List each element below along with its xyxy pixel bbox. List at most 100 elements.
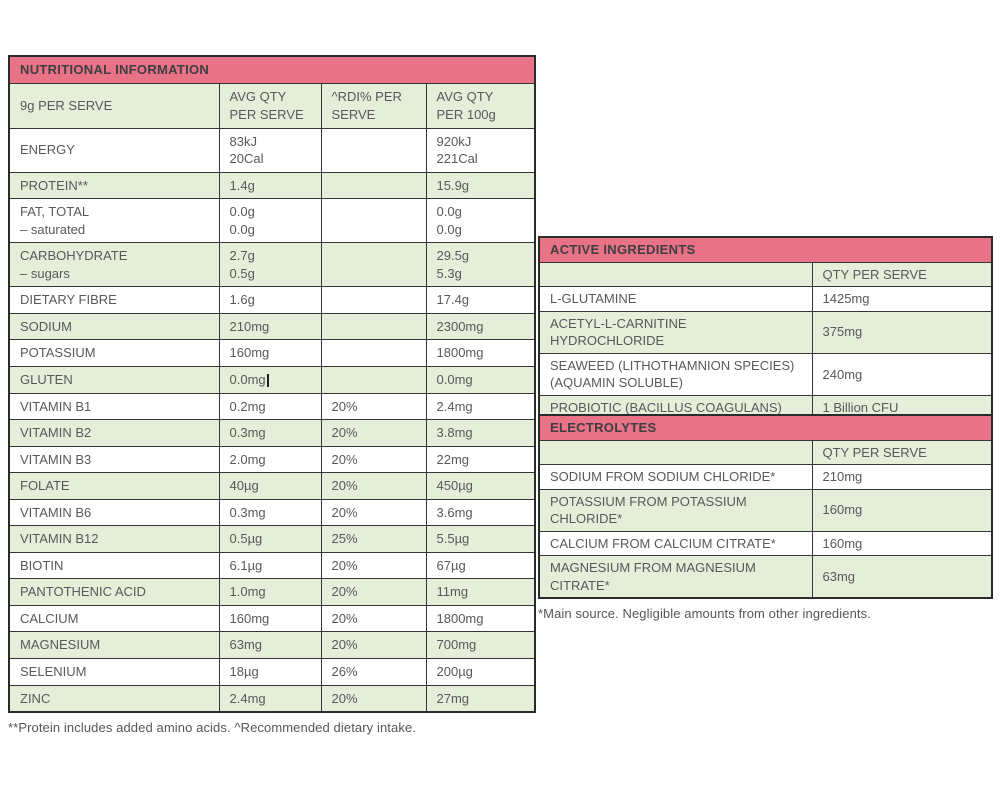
avg-qty-per-serve-cell: 0.0g 0.0g	[218, 198, 322, 244]
avg-qty-per-100g-cell: 3.6mg	[425, 498, 536, 527]
table-row: CARBOHYDRATE – sugars 2.7g 0.5g 29.5g 5.…	[8, 242, 536, 288]
column-header-row: QTY PER SERVE	[538, 261, 993, 288]
avg-qty-per-serve-cell: 1.6g	[218, 286, 322, 314]
nutrient-label-cell: DIETARY FIBRE	[8, 286, 220, 314]
nutrient-label-cell: CALCIUM	[8, 604, 220, 633]
ingredient-label-cell: L-GLUTAMINE	[538, 286, 813, 312]
avg-qty-per-serve-cell: 160mg	[218, 339, 322, 368]
table-row: VITAMIN B1 0.2mg 20% 2.4mg	[8, 392, 536, 421]
nutrient-label-cell: ZINC	[8, 684, 220, 713]
nutrient-label-cell: FAT, TOTAL – saturated	[8, 198, 220, 244]
avg-qty-per-serve-cell: 210mg	[218, 312, 322, 341]
qty-per-serve-cell: 160mg	[811, 488, 993, 532]
avg-qty-per-serve-cell: 0.0mg	[218, 366, 322, 394]
avg-qty-per-serve-cell: 40µg	[218, 472, 322, 500]
empty-header-cell	[538, 261, 813, 288]
table-row: MAGNESIUM FROM MAGNESIUM CITRATE* 63mg	[538, 555, 993, 599]
rdi-per-serve-cell: 25%	[320, 525, 427, 553]
avg-qty-per-serve-cell: 63mg	[218, 631, 322, 660]
nutritional-information-panel: NUTRITIONAL INFORMATION 9g PER SERVE AVG…	[8, 55, 536, 736]
qty-per-serve-cell: 63mg	[811, 555, 993, 599]
avg-qty-per-100g-cell: 700mg	[425, 631, 536, 660]
rdi-per-serve-cell: 20%	[320, 498, 427, 527]
table-row: SELENIUM 18µg 26% 200µg	[8, 658, 536, 686]
avg-qty-per-100g-cell: 15.9g	[425, 171, 536, 200]
rdi-per-serve-cell	[320, 242, 427, 288]
avg-qty-per-100g-cell: 3.8mg	[425, 419, 536, 447]
avg-qty-per-serve-cell: 18µg	[218, 658, 322, 686]
empty-header-cell	[538, 439, 813, 466]
table-row: VITAMIN B2 0.3mg 20% 3.8mg	[8, 419, 536, 447]
column-header-avg-qty-per-100g: AVG QTY PER 100g	[425, 82, 536, 129]
avg-qty-per-100g-cell: 200µg	[425, 658, 536, 686]
avg-qty-per-100g-cell: 450µg	[425, 472, 536, 500]
ingredient-label-cell: MAGNESIUM FROM MAGNESIUM CITRATE*	[538, 555, 813, 599]
avg-qty-per-100g-cell: 67µg	[425, 551, 536, 580]
nutrient-label-cell: SODIUM	[8, 312, 220, 341]
table-row: VITAMIN B12 0.5µg 25% 5.5µg	[8, 525, 536, 553]
rdi-per-serve-cell: 20%	[320, 578, 427, 606]
qty-per-serve-cell: 210mg	[811, 464, 993, 490]
avg-qty-per-100g-cell: 11mg	[425, 578, 536, 606]
avg-qty-per-100g-cell: 29.5g 5.3g	[425, 242, 536, 288]
qty-per-serve-cell: 375mg	[811, 310, 993, 354]
column-header-avg-qty-per-serve: AVG QTY PER SERVE	[218, 82, 322, 129]
ingredient-label-cell: POTASSIUM FROM POTASSIUM CHLORIDE*	[538, 488, 813, 532]
rdi-per-serve-cell: 20%	[320, 631, 427, 660]
rdi-per-serve-cell	[320, 127, 427, 173]
rdi-per-serve-cell: 26%	[320, 658, 427, 686]
avg-qty-per-serve-cell: 1.4g	[218, 171, 322, 200]
column-header-serving-basis: 9g PER SERVE	[8, 82, 220, 129]
active-ingredients-panel: ACTIVE INGREDIENTS QTY PER SERVE L-GLUTA…	[538, 236, 993, 422]
table-row: SODIUM 210mg 2300mg	[8, 312, 536, 341]
column-header-qty-per-serve: QTY PER SERVE	[811, 261, 993, 288]
avg-qty-per-100g-cell: 2.4mg	[425, 392, 536, 421]
nutrient-label-cell: PROTEIN**	[8, 171, 220, 200]
table-row: ZINC 2.4mg 20% 27mg	[8, 684, 536, 713]
ingredient-label-cell: SEAWEED (LITHOTHAMNION SPECIES) (AQUAMIN…	[538, 352, 813, 396]
table-row: POTASSIUM 160mg 1800mg	[8, 339, 536, 368]
electrolytes-table: ELECTROLYTES QTY PER SERVE SODIUM FROM S…	[538, 414, 994, 600]
rdi-per-serve-cell: 20%	[320, 604, 427, 633]
nutritional-information-table: NUTRITIONAL INFORMATION 9g PER SERVE AVG…	[8, 55, 536, 714]
nutrition-footnote: **Protein includes added amino acids. ^R…	[8, 720, 416, 736]
avg-qty-per-serve-cell: 83kJ 20Cal	[218, 127, 322, 173]
nutrient-label-cell: CARBOHYDRATE – sugars	[8, 242, 220, 288]
nutrient-label-cell: VITAMIN B6	[8, 498, 220, 527]
table-row: VITAMIN B6 0.3mg 20% 3.6mg	[8, 498, 536, 527]
rdi-per-serve-cell	[320, 171, 427, 200]
nutrient-label-cell: VITAMIN B2	[8, 419, 220, 447]
table-row: PANTOTHENIC ACID 1.0mg 20% 11mg	[8, 578, 536, 606]
column-header-qty-per-serve: QTY PER SERVE	[811, 439, 993, 466]
avg-qty-per-100g-cell: 5.5µg	[425, 525, 536, 553]
table-row: BIOTIN 6.1µg 20% 67µg	[8, 551, 536, 580]
ingredient-label-cell: ACETYL-L-CARNITINE HYDROCHLORIDE	[538, 310, 813, 354]
nutrient-label-cell: FOLATE	[8, 472, 220, 500]
table-title-row: NUTRITIONAL INFORMATION	[8, 55, 536, 84]
table-row: CALCIUM FROM CALCIUM CITRATE* 160mg	[538, 530, 993, 557]
table-row: L-GLUTAMINE 1425mg	[538, 286, 993, 312]
nutrient-label-cell: BIOTIN	[8, 551, 220, 580]
table-row: VITAMIN B3 2.0mg 20% 22mg	[8, 445, 536, 474]
nutrient-label-cell: POTASSIUM	[8, 339, 220, 368]
table-row: FOLATE 40µg 20% 450µg	[8, 472, 536, 500]
active-ingredients-title: ACTIVE INGREDIENTS	[538, 236, 993, 263]
avg-qty-per-serve-cell: 2.7g 0.5g	[218, 242, 322, 288]
table-row: PROTEIN** 1.4g 15.9g	[8, 171, 536, 200]
rdi-per-serve-cell	[320, 198, 427, 244]
rdi-per-serve-cell	[320, 286, 427, 314]
avg-qty-per-serve-cell: 1.0mg	[218, 578, 322, 606]
rdi-per-serve-cell	[320, 366, 427, 394]
electrolytes-panel: ELECTROLYTES QTY PER SERVE SODIUM FROM S…	[538, 414, 994, 621]
avg-qty-per-serve-cell: 2.4mg	[218, 684, 322, 713]
nutrient-label-cell: GLUTEN	[8, 366, 220, 394]
avg-qty-per-100g-cell: 1800mg	[425, 339, 536, 368]
table-row: FAT, TOTAL – saturated 0.0g 0.0g 0.0g 0.…	[8, 198, 536, 244]
avg-qty-per-100g-cell: 17.4g	[425, 286, 536, 314]
text-cursor	[266, 374, 269, 388]
avg-qty-per-100g-cell: 22mg	[425, 445, 536, 474]
table-title-row: ELECTROLYTES	[538, 414, 993, 441]
qty-per-serve-cell: 240mg	[811, 352, 993, 396]
table-title-row: ACTIVE INGREDIENTS	[538, 236, 993, 263]
nutrient-label-cell: VITAMIN B12	[8, 525, 220, 553]
